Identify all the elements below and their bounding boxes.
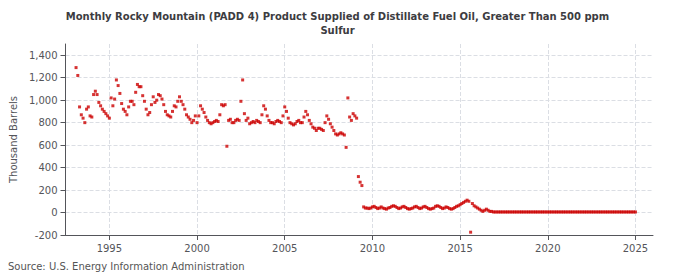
svg-text:2005: 2005 (272, 243, 297, 254)
svg-text:2015: 2015 (447, 243, 472, 254)
svg-text:Thousand Barrels: Thousand Barrels (8, 96, 19, 184)
svg-text:200: 200 (38, 185, 57, 196)
svg-text:1,000: 1,000 (29, 95, 58, 106)
svg-text:1,200: 1,200 (29, 72, 58, 83)
svg-text:Monthly Rocky Mountain (PADD 4: Monthly Rocky Mountain (PADD 4) Product … (66, 11, 609, 22)
svg-text:2010: 2010 (360, 243, 385, 254)
svg-text:2025: 2025 (623, 243, 648, 254)
svg-text:400: 400 (38, 162, 57, 173)
svg-text:1995: 1995 (97, 243, 122, 254)
svg-text:Source: U.S. Energy Informatio: Source: U.S. Energy Information Administ… (8, 261, 245, 272)
svg-text:800: 800 (38, 117, 57, 128)
svg-text:0: 0 (51, 207, 57, 218)
svg-text:600: 600 (38, 140, 57, 151)
svg-text:1,400: 1,400 (29, 50, 58, 61)
svg-text:2000: 2000 (184, 243, 209, 254)
svg-text:2020: 2020 (535, 243, 560, 254)
svg-text:-200: -200 (35, 230, 58, 241)
svg-text:Sulfur: Sulfur (320, 25, 354, 36)
